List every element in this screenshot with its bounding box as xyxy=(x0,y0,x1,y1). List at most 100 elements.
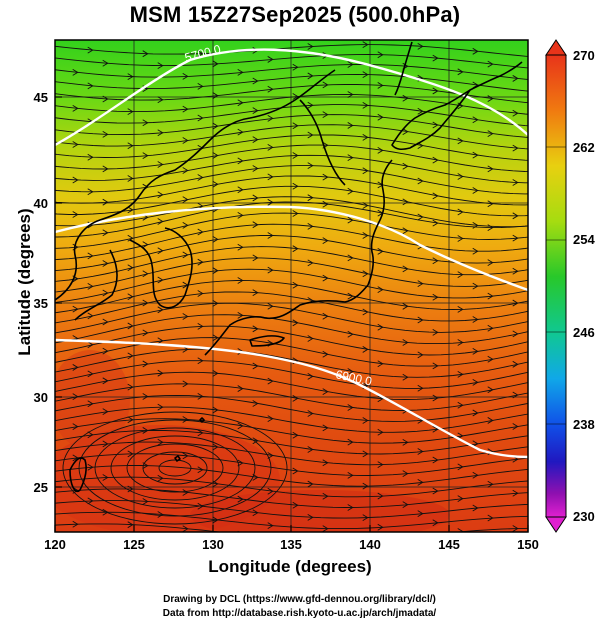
wind-arrow xyxy=(72,141,79,148)
wind-arrow xyxy=(512,299,519,307)
wind-arrow xyxy=(432,487,439,495)
wind-arrow xyxy=(212,92,219,99)
wind-arrow xyxy=(142,299,149,307)
wind-arrow xyxy=(417,384,424,392)
wind-arrow xyxy=(457,401,464,409)
wind-arrow xyxy=(487,448,494,456)
colorbar-label: 270 xyxy=(573,48,595,63)
wind-arrow xyxy=(432,87,439,95)
wind-arrow xyxy=(212,406,219,414)
wind-arrow xyxy=(142,152,149,160)
wind-arrow xyxy=(197,228,204,236)
wind-arrow xyxy=(212,236,219,243)
wind-arrow xyxy=(307,259,314,267)
wind-arrow xyxy=(322,492,329,500)
wind-arrow xyxy=(87,82,94,90)
streamline xyxy=(55,144,528,173)
wind-arrow xyxy=(487,224,494,231)
wind-arrow xyxy=(432,121,439,129)
wind-arrow xyxy=(322,81,329,89)
wind-arrow xyxy=(487,259,494,267)
wind-arrow xyxy=(157,369,164,377)
wind-arrow xyxy=(307,335,314,342)
wind-arrow xyxy=(472,282,479,290)
wind-arrow xyxy=(307,101,314,109)
wind-arrow xyxy=(292,210,299,217)
wind-arrow xyxy=(237,186,244,194)
streamline xyxy=(55,394,528,422)
wind-arrow xyxy=(157,218,164,225)
wind-arrow xyxy=(182,489,189,496)
wind-arrow xyxy=(212,267,219,275)
credit-line-data-source: Data from http://database.rish.kyoto-u.a… xyxy=(162,608,437,619)
wind-arrow xyxy=(292,63,299,71)
wind-arrow xyxy=(402,128,409,135)
wind-arrow xyxy=(197,174,204,181)
contour-line xyxy=(55,205,528,292)
y-tick-label: 40 xyxy=(34,196,48,211)
wind-arrow xyxy=(267,487,274,495)
wind-arrow xyxy=(212,334,219,342)
wind-arrow xyxy=(402,265,409,273)
wind-arrow xyxy=(347,61,354,68)
wind-arrow xyxy=(377,147,384,154)
wind-arrow xyxy=(487,386,494,394)
wind-arrow xyxy=(72,393,79,401)
wind-arrow xyxy=(267,232,274,239)
wind-arrow xyxy=(402,501,409,508)
wind-arrow xyxy=(512,423,519,430)
wind-arrow xyxy=(267,115,274,122)
swirl-streamline xyxy=(94,427,256,509)
colorbar-bottom-arrow xyxy=(545,516,567,533)
colorbar-bar xyxy=(545,54,567,518)
wind-arrow xyxy=(307,162,314,170)
wind-arrow xyxy=(87,431,94,439)
wind-arrow xyxy=(157,62,164,69)
wind-arrow xyxy=(512,179,519,186)
wind-arrow xyxy=(127,264,134,272)
wind-arrow xyxy=(182,251,189,259)
wind-arrow xyxy=(292,152,299,159)
wind-arrow xyxy=(377,461,384,468)
wind-arrow xyxy=(237,277,244,284)
wind-arrow xyxy=(457,208,464,216)
wind-arrow xyxy=(197,290,204,297)
y-tick-label: 45 xyxy=(34,90,48,105)
wind-arrow xyxy=(307,513,314,521)
wind-arrow xyxy=(252,325,259,333)
streamline xyxy=(55,246,528,282)
wind-arrow xyxy=(347,154,354,162)
wind-arrow xyxy=(362,270,369,278)
wind-arrow xyxy=(292,93,299,100)
swirl-streamline xyxy=(158,459,192,477)
streamline xyxy=(55,134,528,161)
wind-arrow xyxy=(102,229,109,237)
wind-arrow xyxy=(102,95,109,103)
wind-arrow xyxy=(182,452,189,460)
wind-arrow xyxy=(417,479,424,486)
wind-arrow xyxy=(102,474,109,481)
wind-arrow xyxy=(307,194,314,202)
wind-arrow xyxy=(127,416,134,424)
wind-arrow xyxy=(252,136,259,143)
wind-arrow xyxy=(512,525,519,532)
wind-arrow xyxy=(252,77,259,85)
wind-arrow xyxy=(377,323,384,331)
wind-arrow xyxy=(292,467,299,475)
wind-arrow xyxy=(472,471,479,479)
wind-arrow xyxy=(267,173,274,181)
wind-arrow xyxy=(377,286,384,293)
wind-arrow xyxy=(457,370,464,378)
wind-arrow xyxy=(402,339,409,346)
wind-arrow xyxy=(472,378,479,386)
wind-arrow xyxy=(457,463,464,471)
colorbar-label: 254 xyxy=(573,232,595,247)
wind-arrow xyxy=(362,202,369,209)
wind-arrow xyxy=(417,213,424,221)
credit-line-dcl: Drawing by DCL (https://www.gfd-dennou.o… xyxy=(163,594,436,605)
wind-arrow xyxy=(512,391,519,399)
wind-arrow xyxy=(512,144,519,152)
wind-arrow xyxy=(197,429,204,437)
wind-arrow xyxy=(142,498,149,505)
wind-arrow xyxy=(87,153,94,161)
